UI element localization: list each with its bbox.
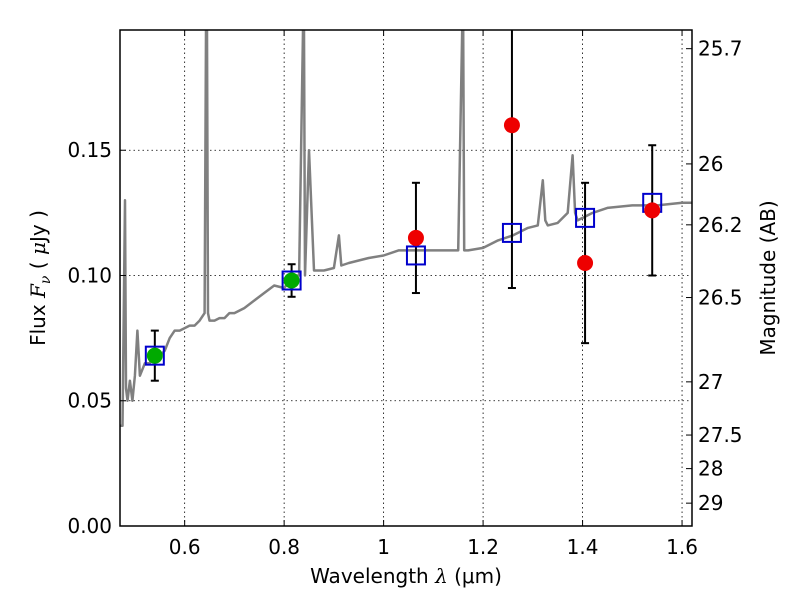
y2-tick-label: 28 bbox=[698, 457, 723, 481]
plot-frame bbox=[119, 29, 693, 527]
model-point bbox=[405, 245, 426, 266]
model-point bbox=[575, 207, 596, 228]
red-data-point bbox=[503, 117, 520, 134]
green-data-point bbox=[283, 272, 300, 289]
ticks-layer: 0.6 0.8 1 1.2 1.4 1.6 0.00 0.05 0.10 0.15 25.7 26 26… bbox=[67, 30, 743, 559]
y-tick-label: 0.05 bbox=[67, 389, 112, 413]
x-tick-label: 0.8 bbox=[268, 535, 300, 559]
x-tick-label: 1.4 bbox=[567, 535, 599, 559]
model-point bbox=[501, 222, 522, 243]
red-data-point bbox=[644, 202, 661, 219]
spectrum-line bbox=[120, 30, 692, 428]
x-axis-title: Wavelength λ (μm) bbox=[310, 564, 502, 588]
y2-tick-label: 29 bbox=[698, 491, 723, 515]
x-tick-label: 1 bbox=[377, 535, 390, 559]
y2-tick-label: 26.2 bbox=[698, 213, 743, 237]
y2-tick-label: 27 bbox=[698, 370, 723, 394]
red-data-point bbox=[577, 254, 594, 271]
model-point bbox=[281, 270, 302, 291]
y2-tick-label: 26.5 bbox=[698, 286, 743, 310]
green-data-point bbox=[146, 347, 163, 364]
x-tick-label: 1.2 bbox=[467, 535, 499, 559]
spectrum-layer bbox=[120, 30, 692, 428]
x-tick-label: 1.6 bbox=[666, 535, 698, 559]
red-data-point bbox=[407, 229, 424, 246]
y2-tick-label: 26 bbox=[698, 152, 723, 176]
y-tick-label: 0.15 bbox=[67, 138, 112, 162]
y2-tick-label: 27.5 bbox=[698, 423, 743, 447]
observed-point-layer bbox=[146, 117, 661, 364]
model-point bbox=[144, 345, 165, 366]
y-tick-label: 0.10 bbox=[67, 263, 112, 287]
model-point-layer bbox=[144, 192, 663, 366]
y2-tick-label: 25.7 bbox=[698, 37, 743, 61]
y-axis-title: Flux Fν ( μJy ) bbox=[26, 210, 54, 346]
y-tick-label: 0.00 bbox=[67, 514, 112, 538]
x-tick-label: 0.6 bbox=[169, 535, 201, 559]
errorbar-layer bbox=[150, 30, 657, 382]
right-axis-title: Magnitude (AB) bbox=[756, 200, 780, 355]
